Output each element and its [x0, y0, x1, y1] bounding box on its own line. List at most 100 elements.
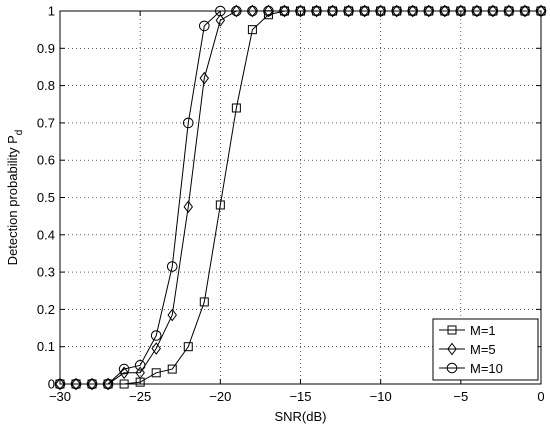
legend-marker: [447, 342, 457, 356]
data-point-m-5: [424, 4, 434, 18]
data-point-m-5: [247, 4, 258, 18]
y-tick-label: 0.1: [37, 339, 55, 354]
data-point-m-5: [391, 4, 402, 18]
data-point-m-5: [71, 377, 81, 391]
data-point-m-10: [102, 378, 114, 390]
data-point-m-5: [440, 4, 450, 18]
y-tick-label: 0.6: [37, 153, 55, 168]
data-point-m-5: [215, 13, 226, 27]
data-point-m-5: [536, 4, 546, 18]
x-axis-label: SNR(dB): [274, 409, 326, 424]
data-point-m-1: [119, 379, 129, 389]
legend-marker: [447, 325, 457, 335]
data-point-m-5: [55, 377, 65, 391]
data-point-m-5: [520, 4, 530, 18]
x-tick-label: −25: [129, 389, 151, 404]
data-point-m-5: [504, 4, 514, 18]
data-point-m-10: [199, 20, 210, 32]
data-point-m-5: [135, 366, 145, 380]
x-tick-label: 0: [537, 389, 544, 404]
data-point-m-10: [182, 117, 194, 129]
x-tick-label: −5: [453, 389, 468, 404]
x-tick-label: −30: [49, 389, 71, 404]
data-point-m-10: [150, 330, 162, 341]
data-point-m-10: [215, 5, 226, 17]
y-axis-tick-labels: 0 0.1 0.2 0.3 0.4 0.5 0.6 0.7 0.8 0.9 1: [37, 4, 55, 392]
data-point-m-5: [456, 4, 466, 18]
legend-entry-m-1: M=1: [439, 323, 496, 338]
data-point-m-5: [327, 4, 338, 18]
y-axis-label: Detection probability Pd: [5, 130, 25, 266]
data-point-m-10: [439, 5, 451, 17]
y-tick-label: 1: [48, 4, 55, 19]
data-point-m-5: [87, 377, 97, 391]
data-point-m-10: [471, 5, 483, 17]
data-point-m-10: [519, 5, 531, 17]
data-point-m-5: [183, 200, 194, 214]
data-point-m-5: [103, 377, 113, 391]
y-tick-label: 0.2: [37, 302, 55, 317]
data-point-m-1: [199, 297, 209, 307]
data-point-m-10: [54, 378, 66, 390]
data-point-m-10: [247, 5, 258, 17]
y-tick-label: 0.5: [37, 190, 55, 205]
series-line-m-10: [60, 10, 541, 385]
y-tick-label: 0.7: [37, 115, 55, 130]
legend-label: M=10: [470, 361, 503, 376]
data-point-m-5: [375, 4, 386, 18]
data-point-m-10: [391, 5, 403, 17]
y-axis-label-main: Detection probability P: [5, 135, 20, 265]
legend-label: M=5: [470, 342, 496, 357]
data-point-m-10: [375, 5, 386, 17]
data-point-m-1: [167, 364, 177, 374]
data-point-m-10: [535, 5, 547, 17]
data-point-m-10: [503, 5, 515, 17]
data-point-m-10: [279, 5, 290, 17]
data-point-m-10: [359, 5, 370, 17]
data-point-m-10: [134, 360, 146, 371]
data-point-m-5: [279, 4, 290, 18]
data-point-m-5: [151, 342, 161, 355]
data-point-m-5: [359, 4, 370, 18]
legend-entry-m-10: M=10: [439, 361, 503, 376]
x-tick-label: −15: [289, 389, 311, 404]
x-tick-label: −10: [370, 389, 392, 404]
data-point-m-10: [231, 5, 242, 17]
data-point-m-10: [166, 261, 178, 272]
series: [54, 4, 547, 391]
x-axis-tick-labels: −30 −25 −20 −15 −10 −5 0: [49, 389, 545, 404]
data-point-m-5: [343, 4, 354, 18]
y-tick-label: 0: [48, 377, 55, 392]
data-point-m-1: [151, 368, 161, 378]
data-point-m-5: [311, 4, 322, 18]
legend-marker: [446, 362, 458, 374]
data-point-m-5: [488, 4, 498, 18]
data-point-m-5: [199, 71, 210, 85]
data-point-m-10: [343, 5, 354, 17]
y-tick-label: 0.4: [37, 227, 55, 242]
legend-label: M=1: [470, 323, 496, 338]
data-point-m-1: [247, 25, 257, 35]
data-point-m-10: [407, 5, 419, 17]
data-point-m-10: [487, 5, 499, 17]
data-point-m-1: [183, 342, 193, 352]
data-point-m-10: [86, 378, 98, 390]
data-point-m-5: [295, 4, 306, 18]
data-point-m-10: [455, 5, 467, 17]
data-point-m-10: [118, 363, 130, 375]
x-tick-label: −20: [209, 389, 231, 404]
data-point-m-1: [231, 103, 241, 113]
legend: M=1 M=5 M=10: [432, 318, 539, 381]
y-tick-label: 0.3: [37, 265, 55, 280]
data-point-m-10: [311, 5, 322, 17]
data-point-m-5: [167, 308, 177, 322]
data-point-m-10: [263, 5, 274, 17]
data-point-m-5: [407, 4, 418, 18]
data-point-m-5: [472, 4, 482, 18]
y-axis-label-subscript: d: [14, 130, 25, 136]
data-point-m-10: [327, 5, 338, 17]
legend-entry-m-5: M=5: [439, 342, 496, 357]
data-point-m-10: [423, 5, 435, 17]
data-point-m-5: [231, 4, 242, 18]
